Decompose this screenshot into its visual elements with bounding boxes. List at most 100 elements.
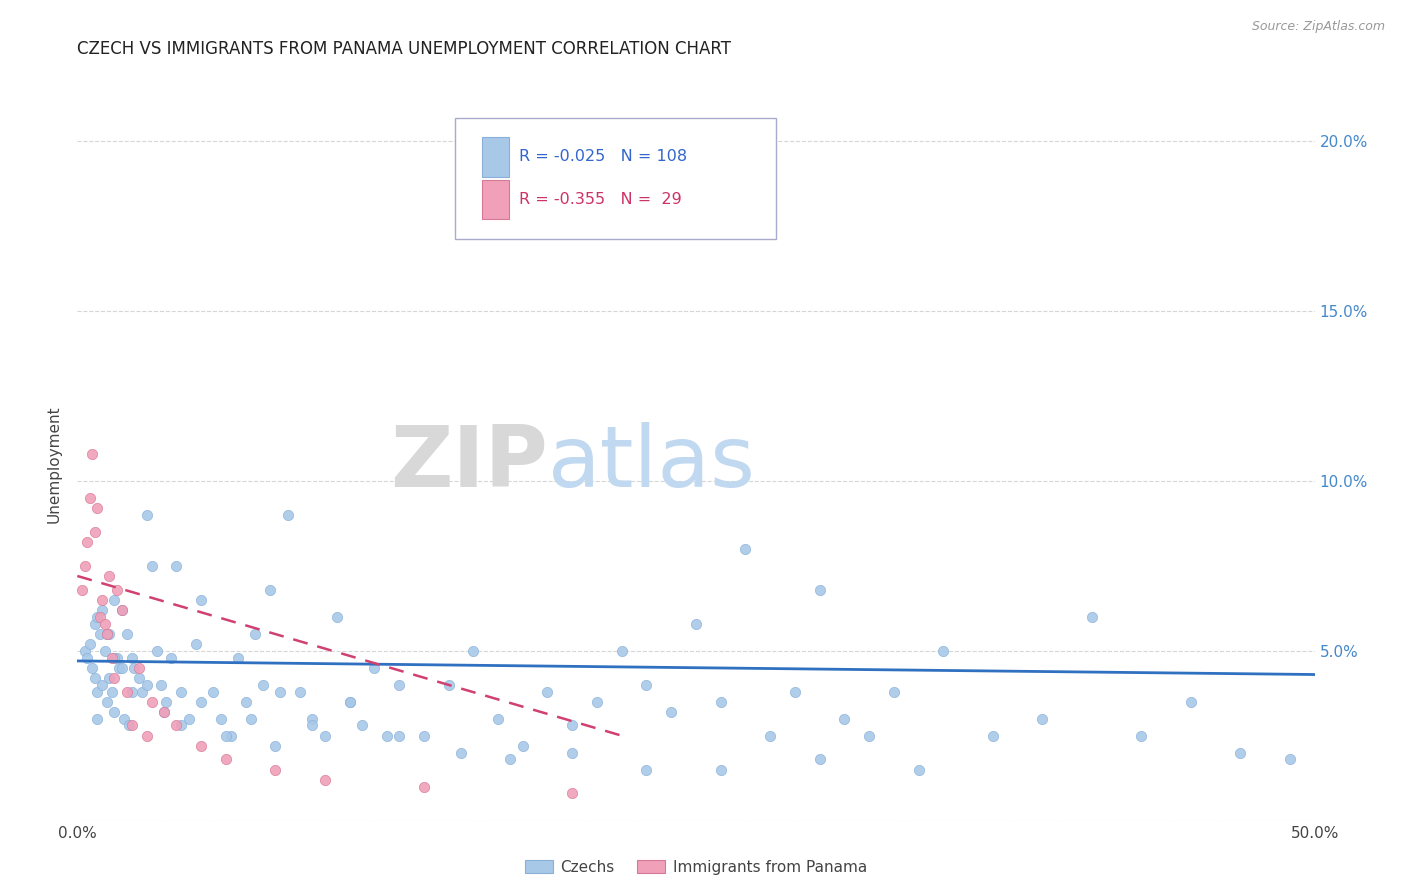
Point (326, 609, 349, 624)
Point (112, 712, 135, 726)
Point (463, 644, 485, 658)
Point (98, 671, 121, 685)
Point (165, 558, 187, 573)
Point (636, 678, 658, 692)
Point (82, 661, 104, 675)
Point (103, 650, 125, 665)
Point (165, 718, 187, 732)
Point (981, 729, 1004, 743)
Point (808, 752, 831, 766)
Point (561, 787, 583, 801)
Point (314, 772, 336, 787)
Point (170, 718, 193, 732)
Point (76, 650, 98, 665)
Point (108, 661, 131, 675)
Text: R = -0.025   N = 108: R = -0.025 N = 108 (519, 150, 688, 164)
Point (1081, 609, 1104, 624)
Point (128, 671, 150, 685)
Point (808, 582, 831, 597)
Point (314, 729, 336, 743)
Point (91, 592, 114, 607)
Point (115, 626, 138, 640)
Point (141, 558, 163, 573)
Point (339, 695, 361, 709)
Point (103, 705, 125, 719)
Point (122, 661, 145, 675)
Point (135, 678, 157, 692)
Y-axis label: Unemployment: Unemployment (46, 405, 62, 523)
Point (907, 763, 929, 777)
Point (259, 582, 281, 597)
Point (103, 671, 125, 685)
Point (111, 603, 134, 617)
Point (586, 695, 609, 709)
Point (83, 671, 105, 685)
Point (301, 718, 323, 732)
Point (486, 712, 509, 726)
Point (135, 508, 157, 522)
Point (412, 780, 434, 794)
Point (759, 729, 782, 743)
Point (412, 729, 434, 743)
Point (264, 739, 287, 753)
Point (388, 729, 411, 743)
Point (98, 626, 121, 640)
Point (111, 603, 134, 617)
Point (86, 609, 108, 624)
Point (512, 739, 534, 753)
Text: ZIP: ZIP (389, 422, 547, 506)
Point (83, 616, 105, 631)
Point (83, 524, 105, 539)
Point (93, 616, 115, 631)
Point (101, 684, 124, 698)
Point (177, 712, 200, 726)
Point (96, 626, 118, 640)
Point (499, 752, 522, 766)
Point (98, 569, 121, 583)
Point (103, 592, 125, 607)
Point (190, 739, 212, 753)
Point (226, 650, 249, 665)
Point (561, 746, 583, 760)
Point (202, 684, 225, 698)
Point (105, 582, 128, 597)
Point (561, 718, 583, 732)
Point (932, 644, 955, 658)
Point (153, 705, 176, 719)
Point (115, 684, 138, 698)
Point (734, 541, 756, 556)
Point (339, 695, 361, 709)
Point (91, 678, 114, 692)
Point (73, 644, 96, 658)
FancyBboxPatch shape (482, 137, 509, 177)
Point (121, 718, 143, 732)
Point (72, 582, 94, 597)
Point (96, 695, 118, 709)
Point (834, 712, 856, 726)
FancyBboxPatch shape (482, 180, 509, 219)
Point (783, 684, 806, 698)
Point (685, 616, 707, 631)
Point (1031, 712, 1053, 726)
Point (86, 501, 108, 516)
Point (145, 644, 167, 658)
Point (79, 491, 101, 505)
Point (215, 752, 238, 766)
Point (375, 729, 398, 743)
Point (388, 678, 411, 692)
Point (89, 609, 111, 624)
Point (1229, 746, 1251, 760)
Point (73, 558, 96, 573)
Point (1130, 729, 1153, 743)
Point (135, 729, 157, 743)
Point (277, 508, 299, 522)
Point (269, 684, 291, 698)
Point (301, 712, 323, 726)
Point (141, 695, 163, 709)
Point (245, 626, 267, 640)
Point (101, 650, 124, 665)
Point (150, 678, 173, 692)
Point (131, 684, 153, 698)
Text: CZECH VS IMMIGRANTS FROM PANAMA UNEMPLOYMENT CORRELATION CHART: CZECH VS IMMIGRANTS FROM PANAMA UNEMPLOY… (77, 40, 731, 58)
Point (79, 637, 101, 651)
